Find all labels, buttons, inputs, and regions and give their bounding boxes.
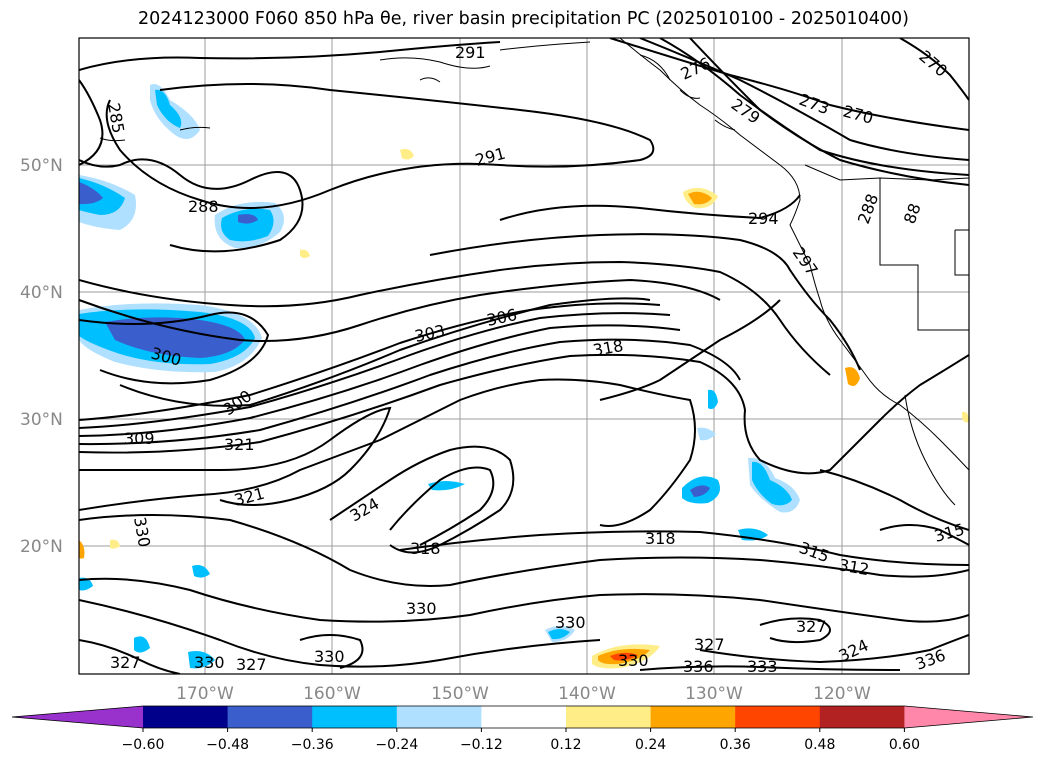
theta-e-contours	[79, 38, 969, 674]
colorbar-tick-label: 0.48	[804, 737, 835, 753]
precip-positive-patch	[688, 191, 712, 205]
lat-label-30n: 30°N	[20, 410, 63, 430]
colorbar-segment	[481, 706, 567, 728]
colorbar-segment	[819, 706, 905, 728]
contour-label: 327	[236, 655, 267, 674]
precip-negative-patch	[708, 389, 718, 410]
contour-label: 330	[618, 651, 649, 670]
colorbar-segment	[396, 706, 482, 728]
contour-label: 288	[188, 197, 219, 216]
colorbar-tick-label: −0.48	[206, 737, 249, 753]
contour-labels: 291 276 279 273 270 270 285 291 288 294 …	[104, 43, 966, 676]
colorbar-segment	[312, 706, 398, 728]
precip-negative-patch	[690, 485, 710, 497]
longitude-labels: 170°W 160°W 150°W 140°W 130°W 120°W	[176, 684, 871, 704]
precip-negative-patch	[79, 178, 125, 215]
lat-label-40n: 40°N	[20, 283, 63, 303]
lon-label-130w: 130°W	[685, 684, 743, 704]
colorbar-tick-label: −0.12	[460, 737, 503, 753]
precip-positive-patch	[110, 539, 120, 549]
lon-label-140w: 140°W	[558, 684, 616, 704]
colorbar-tick-label: −0.24	[375, 737, 418, 753]
contour-label: 291	[455, 43, 486, 62]
precip-negative-patch	[134, 636, 150, 653]
lon-label-170w: 170°W	[176, 684, 234, 704]
contour-label: 330	[194, 653, 225, 672]
precip-positive-patch	[610, 652, 638, 661]
precip-shading	[79, 84, 969, 669]
contour-label: 321	[224, 435, 255, 454]
precip-negative-patch	[79, 577, 93, 591]
precip-negative-patch	[192, 565, 210, 578]
lat-label-20n: 20°N	[20, 537, 63, 557]
colorbar-tick-label: 0.24	[635, 737, 666, 753]
contour-label: 318	[410, 539, 441, 558]
colorbar-extend-min	[12, 706, 143, 728]
precip-positive-patch	[79, 540, 85, 559]
colorbar-segment	[650, 706, 736, 728]
colorbar-segment	[566, 706, 652, 728]
gridlines	[79, 38, 969, 674]
plot-frame	[78, 37, 970, 675]
lon-label-120w: 120°W	[813, 684, 871, 704]
contour-label: 318	[645, 529, 676, 548]
precip-negative-patch	[188, 651, 215, 669]
lat-label-50n: 50°N	[20, 156, 63, 176]
precip-negative-patch	[79, 182, 103, 205]
colorbar-tick-label: −0.60	[122, 737, 165, 753]
precip-positive-patch	[962, 411, 969, 423]
precip-negative-patch	[221, 208, 274, 242]
precip-negative-patch	[548, 629, 570, 640]
colorbar-segment	[735, 706, 821, 728]
contour-label: 336	[683, 657, 714, 676]
colorbar-extend-max	[904, 706, 1033, 728]
precip-negative-patch	[105, 317, 245, 358]
precip-negative-patch	[155, 89, 182, 128]
colorbar-tick-label: 0.36	[720, 737, 751, 753]
colorbar-tick-label: 0.12	[550, 737, 581, 753]
colorbar-tick-label: 0.60	[889, 737, 920, 753]
colorbar-segment	[227, 706, 313, 728]
contour-label: 330	[406, 599, 437, 618]
lon-label-160w: 160°W	[303, 684, 361, 704]
lon-label-150w: 150°W	[431, 684, 489, 704]
colorbar: −0.60 −0.48 −0.36 −0.24 −0.12 0.12 0.24 0.36 0.4…	[11, 705, 1034, 753]
contour-label: 327	[796, 617, 827, 636]
latitude-labels: 50°N 40°N 30°N 20°N	[20, 156, 63, 557]
contour-label: 330	[314, 647, 345, 666]
precip-negative-patch	[697, 427, 716, 441]
precip-positive-patch	[300, 249, 310, 258]
contour-label: 333	[747, 657, 778, 676]
colorbar-tick-label: −0.36	[291, 737, 334, 753]
contour-label: 327	[694, 635, 725, 654]
contour-label: 309	[124, 429, 155, 448]
contour-label: 294	[748, 209, 779, 228]
precip-positive-patch	[845, 367, 860, 386]
contour-label: 327	[110, 653, 141, 672]
colorbar-segment	[143, 706, 229, 728]
contour-label: 330	[555, 613, 586, 632]
precip-negative-patch	[752, 461, 792, 506]
map-title: 2024123000 F060 850 hPa θe, river basin …	[138, 9, 909, 29]
precip-negative-patch	[238, 214, 258, 224]
precip-positive-patch	[400, 148, 414, 160]
